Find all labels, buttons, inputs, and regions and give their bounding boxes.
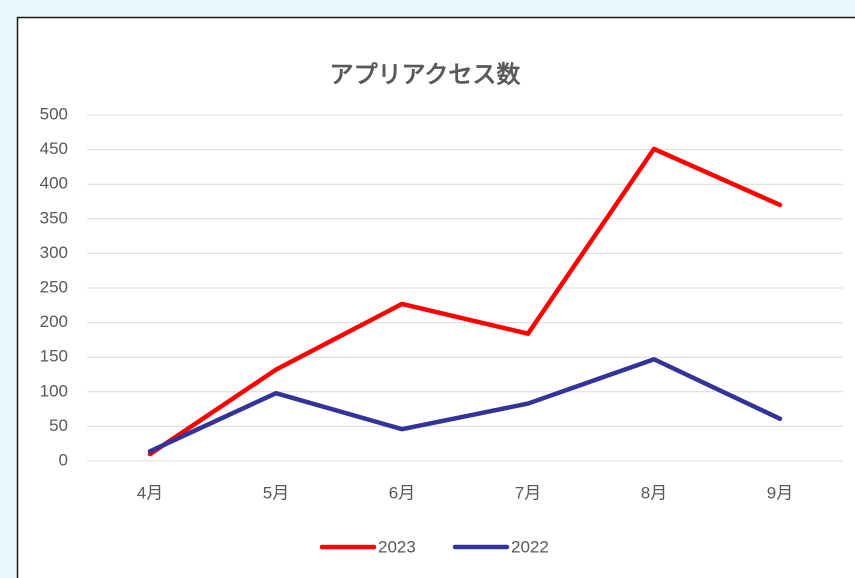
legend-label: 2023 bbox=[378, 537, 416, 556]
x-tick-label: 7月 bbox=[515, 483, 541, 502]
data-line bbox=[147, 357, 783, 454]
y-tick-label: 350 bbox=[40, 208, 68, 227]
data-line bbox=[147, 146, 783, 457]
legend-label: 2022 bbox=[511, 537, 549, 556]
y-tick-label: 400 bbox=[40, 174, 68, 193]
y-tick-label: 0 bbox=[59, 450, 68, 469]
y-tick-label: 250 bbox=[40, 277, 68, 296]
y-tick-label: 200 bbox=[40, 312, 68, 331]
y-tick-label: 450 bbox=[40, 139, 68, 158]
x-tick-label: 5月 bbox=[263, 483, 289, 502]
x-tick-label: 9月 bbox=[767, 483, 793, 502]
x-tick-label: 4月 bbox=[137, 483, 163, 502]
y-tick-label: 100 bbox=[40, 381, 68, 400]
y-tick-label: 500 bbox=[40, 104, 68, 123]
y-tick-label: 150 bbox=[40, 347, 68, 366]
x-tick-label: 6月 bbox=[389, 483, 415, 502]
x-tick-label: 8月 bbox=[641, 483, 667, 502]
chart-title: アプリアクセス数 bbox=[330, 61, 522, 88]
y-tick-label: 300 bbox=[40, 243, 68, 262]
y-tick-label: 50 bbox=[49, 416, 68, 435]
chart-frame bbox=[16, 16, 855, 578]
